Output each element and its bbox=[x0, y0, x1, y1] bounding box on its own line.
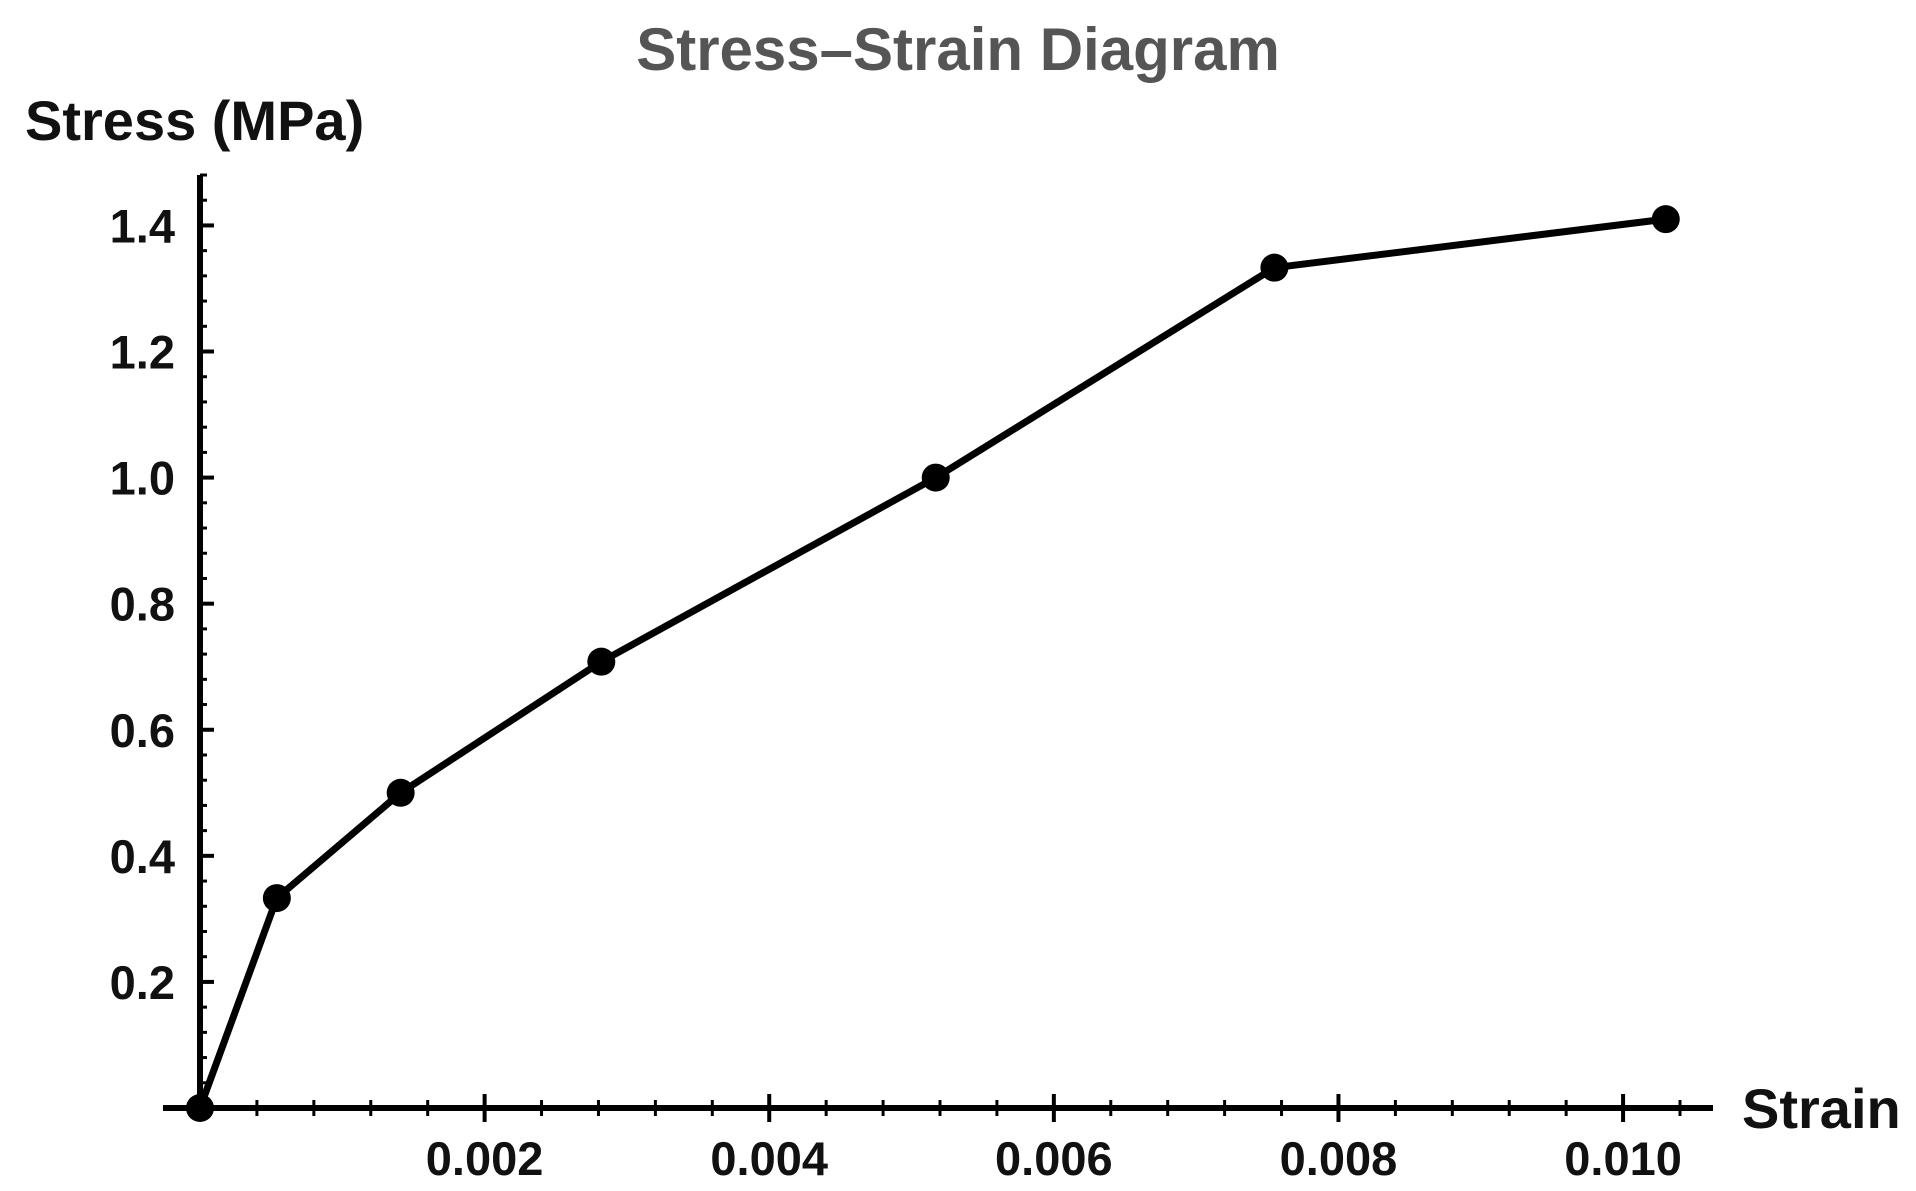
x-tick-label: 0.002 bbox=[426, 1132, 544, 1185]
data-point bbox=[1651, 205, 1680, 234]
data-point bbox=[921, 463, 950, 492]
data-point bbox=[262, 884, 291, 913]
y-tick-label: 1.4 bbox=[110, 199, 175, 252]
y-tick-label: 0.2 bbox=[110, 956, 175, 1009]
y-tick-label: 0.8 bbox=[110, 578, 175, 631]
x-tick-label: 0.006 bbox=[995, 1132, 1113, 1185]
y-axis-label: Stress (MPa) bbox=[25, 89, 364, 152]
x-tick-label: 0.004 bbox=[710, 1132, 828, 1185]
data-point bbox=[186, 1094, 214, 1122]
data-point bbox=[386, 778, 415, 807]
y-tick-label: 0.4 bbox=[110, 830, 175, 883]
major-ticks bbox=[200, 223, 1626, 1122]
x-axis-label: Strain bbox=[1742, 1077, 1901, 1140]
y-tick-label: 0.6 bbox=[110, 704, 175, 757]
y-tick-label: 1.2 bbox=[110, 326, 175, 379]
data-point bbox=[587, 647, 616, 676]
series-line bbox=[196, 215, 1667, 1110]
data-series bbox=[186, 205, 1680, 1122]
y-tick-label: 1.0 bbox=[110, 452, 175, 505]
x-tick-label: 0.008 bbox=[1280, 1132, 1398, 1185]
minor-ticks bbox=[200, 173, 1682, 1116]
chart-title: Stress–Strain Diagram bbox=[636, 16, 1280, 83]
x-tick-label: 0.010 bbox=[1564, 1132, 1682, 1185]
data-point bbox=[1260, 253, 1289, 282]
tick-labels: 0.002 0.004 0.006 0.008 0.010 0.2 0.4 0.6 0.8 1.0… bbox=[110, 199, 1682, 1185]
